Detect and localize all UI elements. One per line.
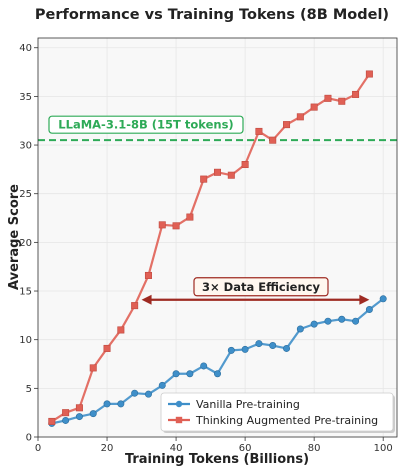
annotation-group: 3× Data Efficiency [141, 277, 370, 305]
x-tick-label: 0 [35, 443, 41, 454]
data-point-vanilla [214, 370, 222, 378]
data-point-vanilla [296, 325, 304, 333]
y-axis-label: Average Score [7, 184, 22, 290]
reference-line-group: LLaMA-3.1-8B (15T tokens) [38, 115, 397, 142]
x-axis-label: Training Tokens (Billions) [125, 452, 309, 467]
data-point-thinking [214, 168, 222, 176]
chart-title: Performance vs Training Tokens (8B Model… [35, 7, 389, 23]
data-point-vanilla [269, 342, 277, 350]
data-point-vanilla [365, 306, 373, 314]
data-point-vanilla [103, 400, 111, 408]
data-point-thinking [338, 97, 346, 105]
data-point-vanilla [324, 317, 332, 325]
x-tick-label: 20 [101, 443, 114, 454]
data-point-vanilla [310, 320, 318, 328]
x-tick-label: 80 [308, 443, 321, 454]
legend-marker-vanilla [175, 400, 183, 408]
data-point-thinking [255, 127, 263, 135]
data-point-thinking [241, 161, 249, 169]
data-point-vanilla [117, 400, 125, 408]
y-tick-label: 35 [19, 92, 32, 103]
legend-label-vanilla: Vanilla Pre-training [196, 398, 300, 411]
data-point-thinking [269, 136, 277, 144]
data-point-thinking [89, 364, 97, 372]
data-point-thinking [310, 103, 318, 111]
data-point-thinking [48, 417, 56, 425]
efficiency-label-box [193, 277, 329, 297]
y-tick-label: 10 [19, 335, 32, 346]
legend-marker-thinking [175, 416, 183, 424]
data-point-vanilla [338, 315, 346, 323]
data-point-thinking [227, 171, 235, 179]
y-tick-label: 40 [19, 43, 32, 54]
series-group [48, 70, 387, 427]
y-tick-label: 25 [19, 189, 32, 200]
x-tick-label: 60 [239, 443, 252, 454]
data-point-vanilla [62, 416, 70, 424]
data-point-vanilla [158, 381, 166, 389]
data-point-thinking [62, 409, 70, 417]
data-point-vanilla [144, 390, 152, 398]
x-tick-label: 40 [170, 443, 183, 454]
legend-label-thinking: Thinking Augmented Pre-training [195, 414, 378, 427]
y-tick-label: 15 [19, 287, 32, 298]
data-point-vanilla [241, 345, 249, 353]
y-tick-label: 30 [19, 141, 32, 152]
axis-ticks: 0 20 40 60 80 100 0 5 10 15 20 25 30 35 40 [19, 43, 392, 454]
efficiency-arrow-head-left [141, 294, 152, 305]
data-point-vanilla [255, 340, 263, 348]
data-point-thinking [324, 94, 332, 102]
data-point-thinking [186, 213, 194, 221]
data-point-vanilla [283, 344, 291, 352]
data-point-thinking [117, 326, 125, 334]
data-point-thinking [296, 113, 304, 121]
reference-label-box [48, 115, 244, 134]
y-tick-label: 5 [26, 384, 32, 395]
data-point-vanilla [89, 410, 97, 418]
data-point-thinking [172, 222, 180, 230]
data-point-vanilla [75, 413, 83, 421]
legend: Vanilla Pre-training Thinking Augmented P… [160, 392, 395, 433]
efficiency-arrow-head-right [359, 294, 370, 305]
data-point-thinking [352, 90, 360, 98]
plot-frame [37, 37, 398, 438]
efficiency-label: 3× Data Efficiency [202, 280, 320, 294]
y-tick-label: 20 [19, 238, 32, 249]
data-point-vanilla [227, 346, 235, 354]
data-point-vanilla [379, 295, 387, 303]
data-point-thinking [144, 271, 152, 279]
data-point-thinking [131, 302, 139, 310]
data-point-vanilla [172, 370, 180, 378]
data-point-thinking [365, 70, 373, 78]
data-point-thinking [200, 175, 208, 183]
legend-box [160, 392, 394, 432]
reference-label: LLaMA-3.1-8B (15T tokens) [58, 118, 233, 132]
x-tick-label: 100 [374, 443, 393, 454]
y-tick-label: 0 [26, 433, 32, 444]
data-point-thinking [283, 121, 291, 129]
data-point-vanilla [352, 317, 360, 325]
data-point-thinking [103, 344, 111, 352]
data-point-vanilla [200, 362, 208, 370]
data-point-thinking [75, 404, 83, 412]
data-point-thinking [158, 221, 166, 229]
data-point-vanilla [186, 370, 194, 378]
data-point-vanilla [131, 389, 139, 397]
